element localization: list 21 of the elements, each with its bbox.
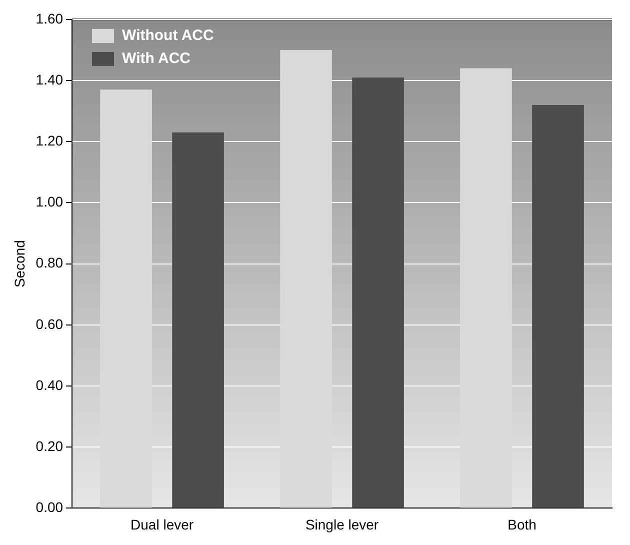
bar <box>532 104 584 508</box>
x-tick-label: Single lever <box>305 516 379 532</box>
y-tick-label: 1.20 <box>36 132 64 148</box>
legend-label: Without ACC <box>122 27 214 44</box>
y-tick-label: 1.60 <box>36 10 64 26</box>
y-tick-label: 1.40 <box>36 71 64 88</box>
bar <box>352 77 404 508</box>
y-tick-label: 1.00 <box>36 194 64 210</box>
bar <box>172 132 224 508</box>
y-tick-label: 0.40 <box>36 376 64 393</box>
y-tick-label: 0.60 <box>36 316 64 332</box>
x-tick-label: Both <box>508 516 536 532</box>
bar <box>280 50 332 508</box>
bar <box>100 90 152 508</box>
x-tick-label: Dual lever <box>130 516 194 532</box>
y-tick-label: 0.20 <box>36 438 64 454</box>
bar <box>460 68 512 508</box>
y-axis-title: Second <box>11 240 28 288</box>
y-tick-label: 0.80 <box>36 254 64 271</box>
legend-label: With ACC <box>122 50 191 68</box>
y-tick-label: 0.00 <box>36 499 64 516</box>
